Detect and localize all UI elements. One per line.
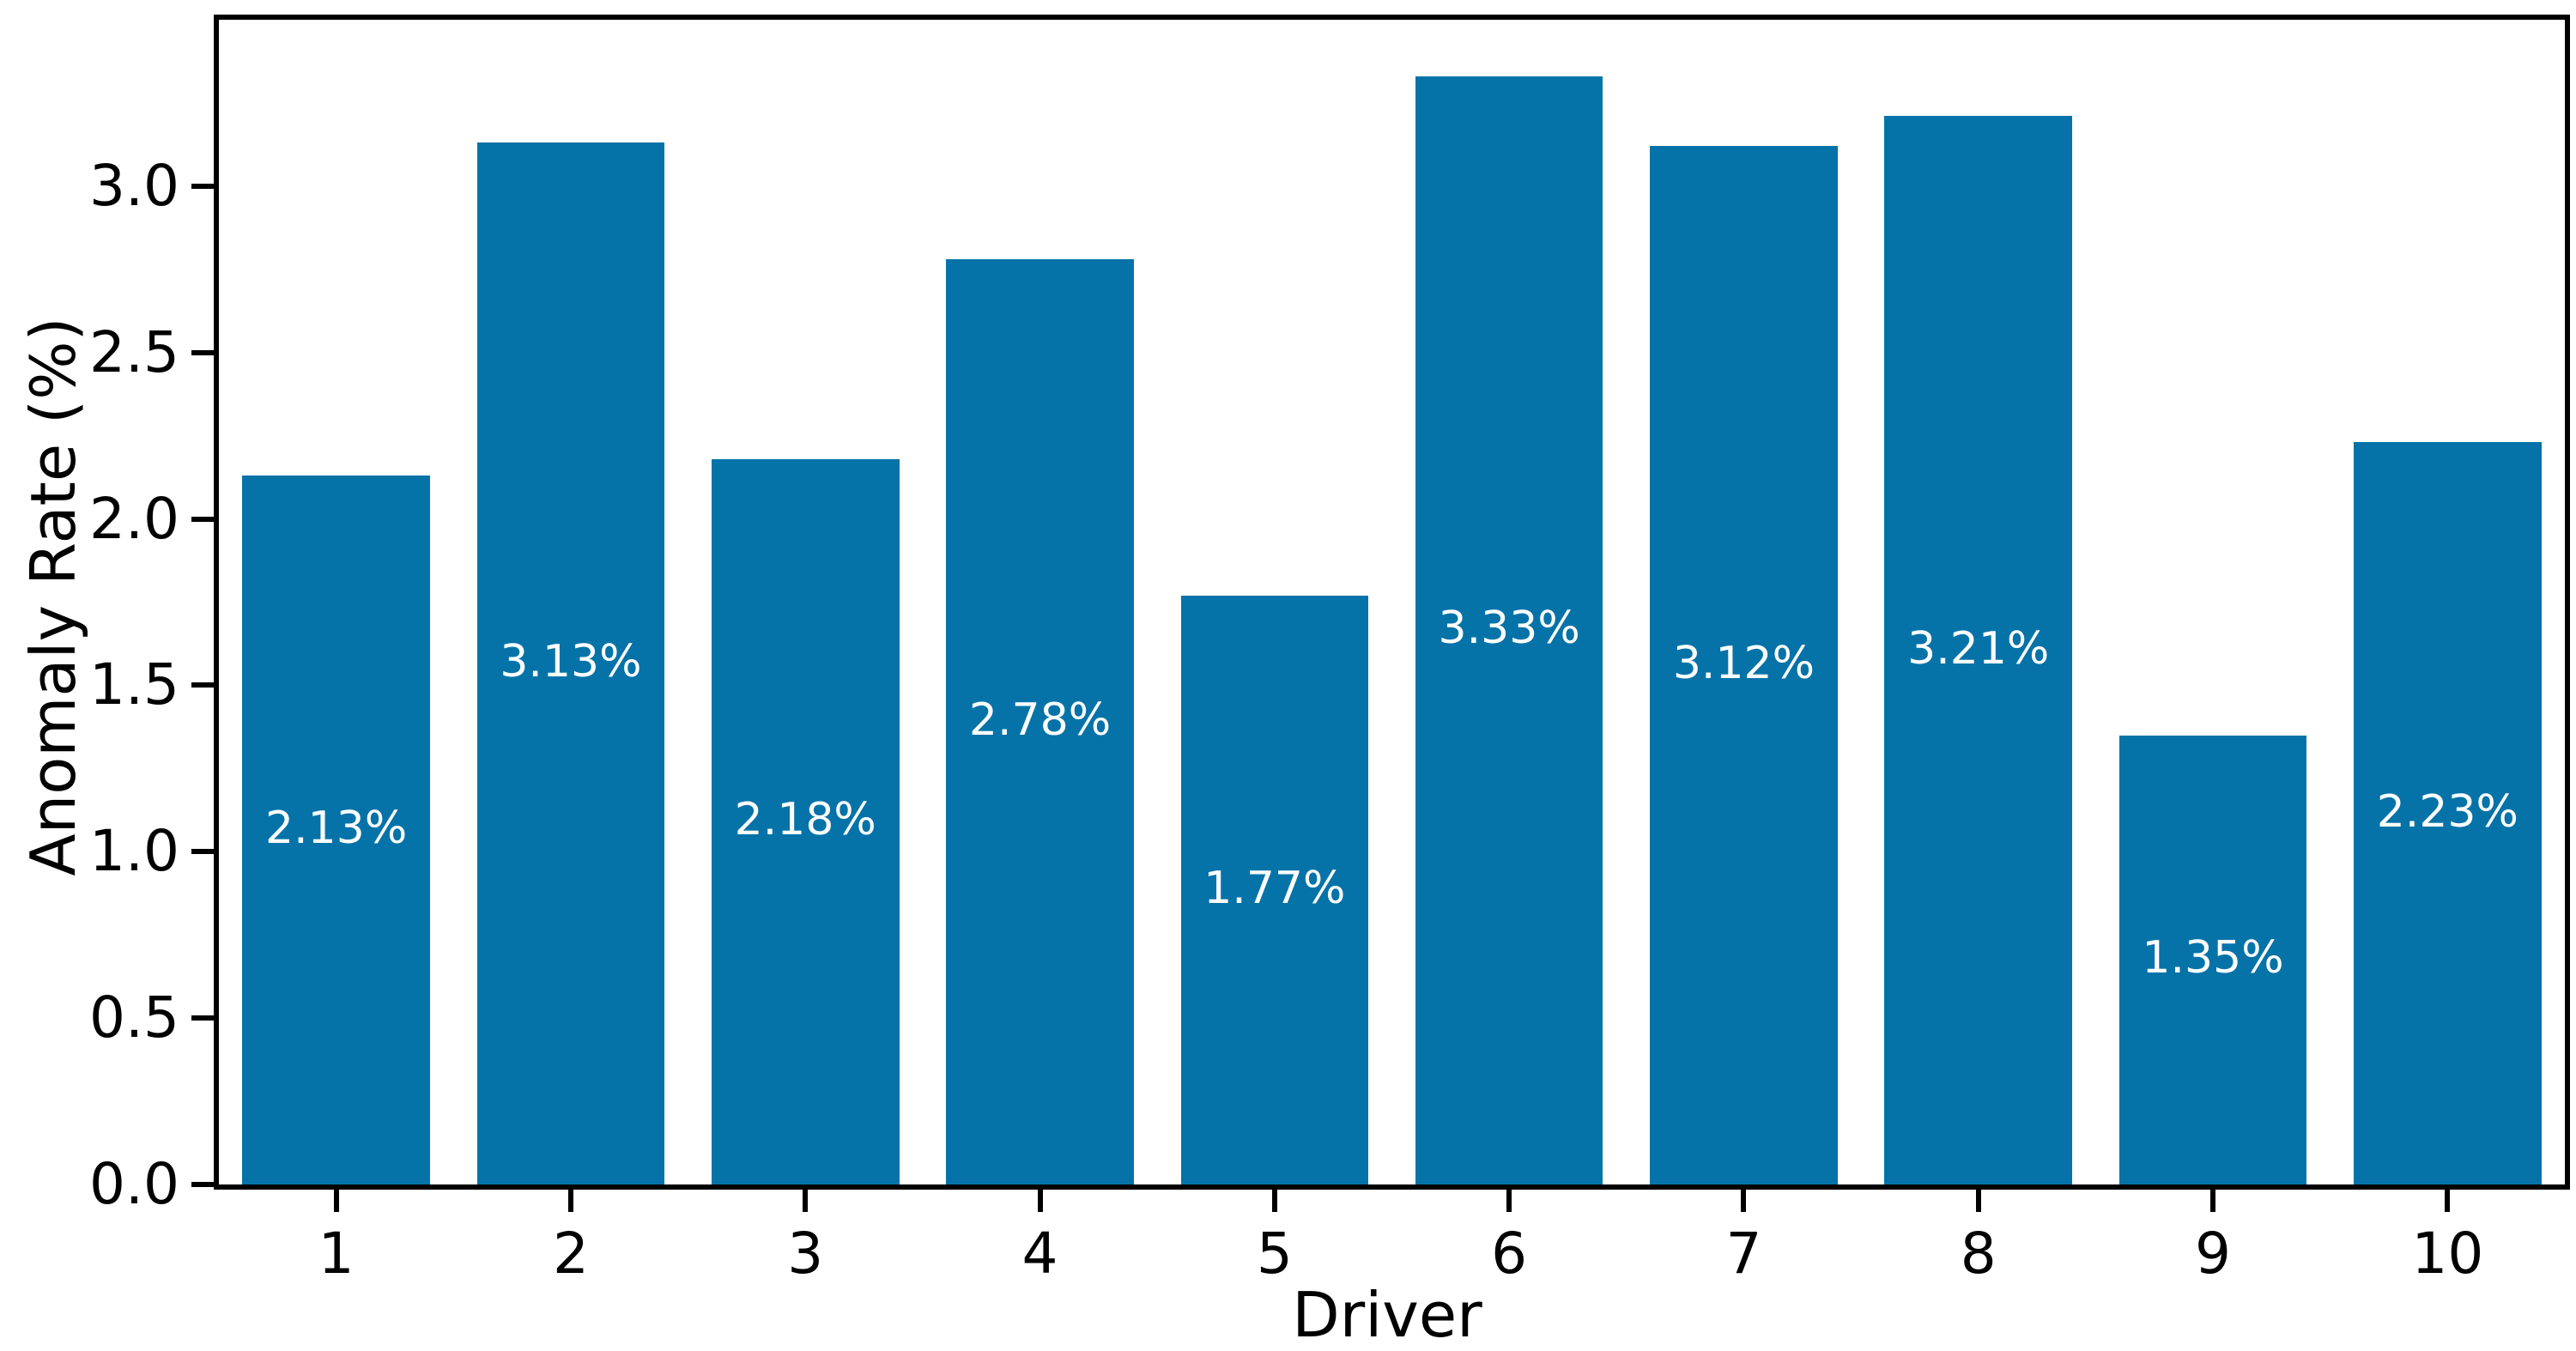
x-tick-mark [2445,1190,2451,1212]
y-tick-mark [191,682,214,688]
y-tick-mark [191,516,214,522]
y-tick-label: 2.5 [89,318,179,385]
bar-value-label: 3.13% [500,636,642,688]
bar-value-label: 1.77% [1203,862,1346,914]
x-tick-mark [1271,1190,1277,1212]
x-tick-label: 7 [1725,1221,1762,1287]
bar-value-label: 3.21% [1907,622,2050,675]
plot-area: 2.13% 3.13% 2.18% 2.78% 1.77% 3.33% 3.12% 3.21%… [214,15,2570,1190]
y-tick-label: 0.5 [89,984,179,1051]
bar-value-label: 2.18% [734,794,876,846]
bar: 2.78% [946,259,1134,1184]
x-tick-mark [1037,1190,1043,1212]
x-tick-label: 5 [1256,1221,1293,1287]
x-tick-label: 1 [318,1221,355,1287]
bar: 3.33% [1415,76,1603,1184]
y-tick-label: 0.0 [89,1151,179,1217]
bar: 2.23% [2354,442,2542,1184]
y-tick-mark [191,1015,214,1021]
x-tick-mark [1975,1190,1981,1212]
y-tick-mark [191,183,214,189]
bar-value-label: 2.13% [265,802,408,854]
y-tick-label: 1.0 [89,818,179,885]
y-axis-title: Anomaly Rate (%) [17,317,89,876]
y-tick-label: 1.5 [89,651,179,718]
x-tick-mark [1741,1190,1747,1212]
y-tick-label: 2.0 [89,485,179,552]
bar-value-label: 1.35% [2142,932,2284,984]
x-tick-mark [803,1190,809,1212]
x-tick-mark [1506,1190,1512,1212]
x-tick-label: 3 [787,1221,824,1287]
bar-value-label: 2.23% [2376,785,2518,838]
bar-value-label: 2.78% [968,694,1112,746]
x-tick-label: 10 [2411,1221,2484,1287]
x-tick-mark [567,1190,573,1212]
x-tick-label: 2 [552,1221,589,1287]
bar: 1.35% [2118,735,2307,1184]
x-tick-label: 9 [2195,1221,2232,1287]
bar-value-label: 3.33% [1438,603,1580,655]
x-tick-mark [2210,1190,2216,1212]
bar-value-label: 3.12% [1672,638,1815,690]
x-tick-label: 6 [1491,1221,1528,1287]
x-tick-label: 4 [1021,1221,1058,1287]
x-tick-mark [333,1190,339,1212]
bar: 2.13% [242,476,430,1184]
bar: 1.77% [1180,595,1369,1184]
y-tick-mark [191,849,214,855]
y-tick-mark [191,1182,214,1187]
x-axis-title: Driver [1292,1279,1482,1351]
x-tick-label: 8 [1960,1221,1997,1287]
bar: 2.18% [711,458,900,1184]
bar: 3.21% [1884,116,2073,1184]
bar: 3.13% [476,142,665,1184]
y-tick-label: 3.0 [89,152,179,219]
bar: 3.12% [1650,146,1838,1184]
y-tick-mark [191,349,214,355]
